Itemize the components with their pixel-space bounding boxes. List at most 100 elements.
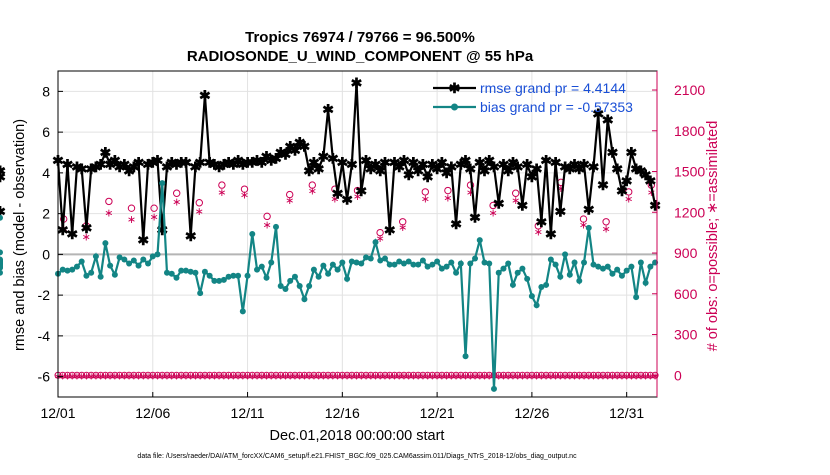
- rmse-point: ✱: [588, 159, 600, 175]
- rmse-point: ✱: [559, 159, 571, 175]
- obs-possible-marker: [580, 371, 588, 379]
- obs-possible-marker: [556, 371, 564, 379]
- obs-possible-marker: [428, 371, 436, 379]
- obs-assimilated-marker: ∗: [443, 192, 452, 204]
- obs-possible-marker: [357, 371, 365, 379]
- obs-possible-marker: [343, 371, 351, 379]
- rmse-point: ✱: [190, 159, 202, 175]
- rmse-point: ✱: [569, 157, 581, 173]
- y-right-tick-label: 0: [674, 367, 682, 383]
- rmse-point: ✱: [76, 161, 88, 177]
- obs-assimilated-marker: ∗: [333, 371, 341, 382]
- rmse-point: ✱: [398, 153, 410, 169]
- legend-bias-marker: [451, 103, 458, 111]
- rmse-point: ✱: [554, 204, 566, 220]
- obs-assimilated-marker: ∗: [409, 371, 417, 382]
- obs-assimilated-marker: ∗: [68, 371, 76, 382]
- rmse-point: ✱: [455, 157, 467, 173]
- obs-possible-marker: [263, 212, 271, 221]
- rmse-point: ✱: [66, 226, 78, 242]
- bias-point: [419, 257, 426, 264]
- bias-point: [467, 260, 474, 267]
- bias-point: [396, 258, 403, 265]
- rmse-point: ✱: [237, 157, 249, 173]
- legend: ✱ rmse grand pr = 4.4144 bias grand pr = -…: [433, 80, 633, 115]
- bias-point: [533, 302, 540, 309]
- obs-possible-marker: [608, 371, 616, 379]
- bias-point: [495, 269, 502, 276]
- obs-possible-marker: [82, 371, 90, 379]
- bias-point: [107, 262, 114, 269]
- obs-possible-marker: [552, 371, 560, 379]
- bias-point: [623, 267, 630, 274]
- obs-possible-marker: [542, 371, 550, 379]
- chart-title-line1: Tropics 76974 / 79766 = 96.500%: [245, 29, 475, 46]
- rmse-point: ✱: [649, 197, 661, 213]
- obs-assimilated-marker: ∗: [599, 371, 607, 382]
- rmse-point: ✱: [346, 157, 358, 173]
- obs-possible-marker: [296, 371, 304, 379]
- obs-assimilated-marker: ∗: [130, 371, 138, 382]
- obs-assimilated-marker: ∗: [488, 207, 497, 219]
- obs-assimilated-marker: ∗: [622, 371, 630, 382]
- obs-possible-marker: [604, 371, 612, 379]
- obs-assimilated-marker: ∗: [511, 195, 520, 207]
- obs-possible-marker: [244, 371, 252, 379]
- obs-assimilated-marker: ∗: [300, 371, 308, 382]
- obs-assimilated-marker: ∗: [647, 187, 656, 199]
- rmse-point: ✱: [265, 153, 277, 169]
- bias-point: [192, 269, 199, 276]
- rmse-point: ✱: [81, 220, 93, 236]
- bias-point: [329, 261, 336, 268]
- bias-point: [121, 256, 128, 263]
- legend-rmse-marker: ✱: [449, 80, 461, 96]
- obs-possible-marker: [92, 371, 100, 379]
- bias-point: [571, 259, 578, 266]
- rmse-point: ✱: [512, 159, 524, 175]
- bias-point: [434, 258, 441, 265]
- obs-assimilated-marker: ∗: [461, 371, 469, 382]
- y-left-tick-label: 4: [42, 165, 50, 181]
- rmse-point: ✱: [464, 161, 476, 177]
- y-axis-label-right: # of obs: o=possible; ∗=assimilated: [705, 121, 721, 352]
- bias-point: [149, 253, 156, 260]
- obs-assimilated-marker: ∗: [367, 371, 375, 382]
- obs-possible-marker: [376, 228, 384, 237]
- rmse-point: ✱: [223, 155, 235, 171]
- obs-possible-marker: [353, 371, 361, 379]
- obs-assimilated-marker: ∗: [205, 371, 213, 382]
- obs-possible-marker: [338, 371, 346, 379]
- obs-assimilated-marker: ∗: [371, 371, 379, 382]
- bias-point: [562, 251, 569, 258]
- rmse-point: ✱: [209, 157, 221, 173]
- obs-assimilated-marker: ∗: [92, 371, 100, 382]
- y-right-tick-label: 1500: [674, 164, 705, 180]
- obs-possible-marker: [424, 371, 432, 379]
- obs-assimilated-marker: ∗: [618, 371, 626, 382]
- bias-point: [585, 224, 592, 231]
- y-right-tick-label: 1800: [674, 123, 705, 139]
- obs-assimilated-marker: ∗: [537, 371, 545, 382]
- obs-assimilated-marker: ∗: [172, 196, 181, 208]
- y-left-tick-label: -4: [38, 328, 51, 344]
- obs-possible-marker: [523, 371, 531, 379]
- rmse-point: ✱: [483, 153, 495, 169]
- obs-assimilated-marker: ∗: [149, 211, 158, 223]
- rmse-point: ✱: [289, 142, 301, 158]
- obs-possible-marker: [537, 371, 545, 379]
- rmse-point: ✱: [109, 153, 121, 169]
- rmse-point: ✱: [393, 159, 405, 175]
- obs-possible-marker: [195, 199, 203, 207]
- obs-assimilated-marker: ∗: [466, 187, 475, 199]
- bias-point: [64, 267, 71, 274]
- obs-assimilated-marker: ∗: [556, 371, 564, 382]
- obs-possible-marker: [111, 371, 119, 379]
- rmse-point: ✱: [137, 232, 149, 248]
- obs-possible-marker: [599, 371, 607, 379]
- rmse-point: ✱: [0, 163, 6, 179]
- bias-point: [524, 275, 531, 282]
- rmse-point: ✱: [644, 173, 656, 189]
- rmse-point: ✱: [341, 191, 353, 207]
- obs-assimilated-marker: ∗: [258, 371, 266, 382]
